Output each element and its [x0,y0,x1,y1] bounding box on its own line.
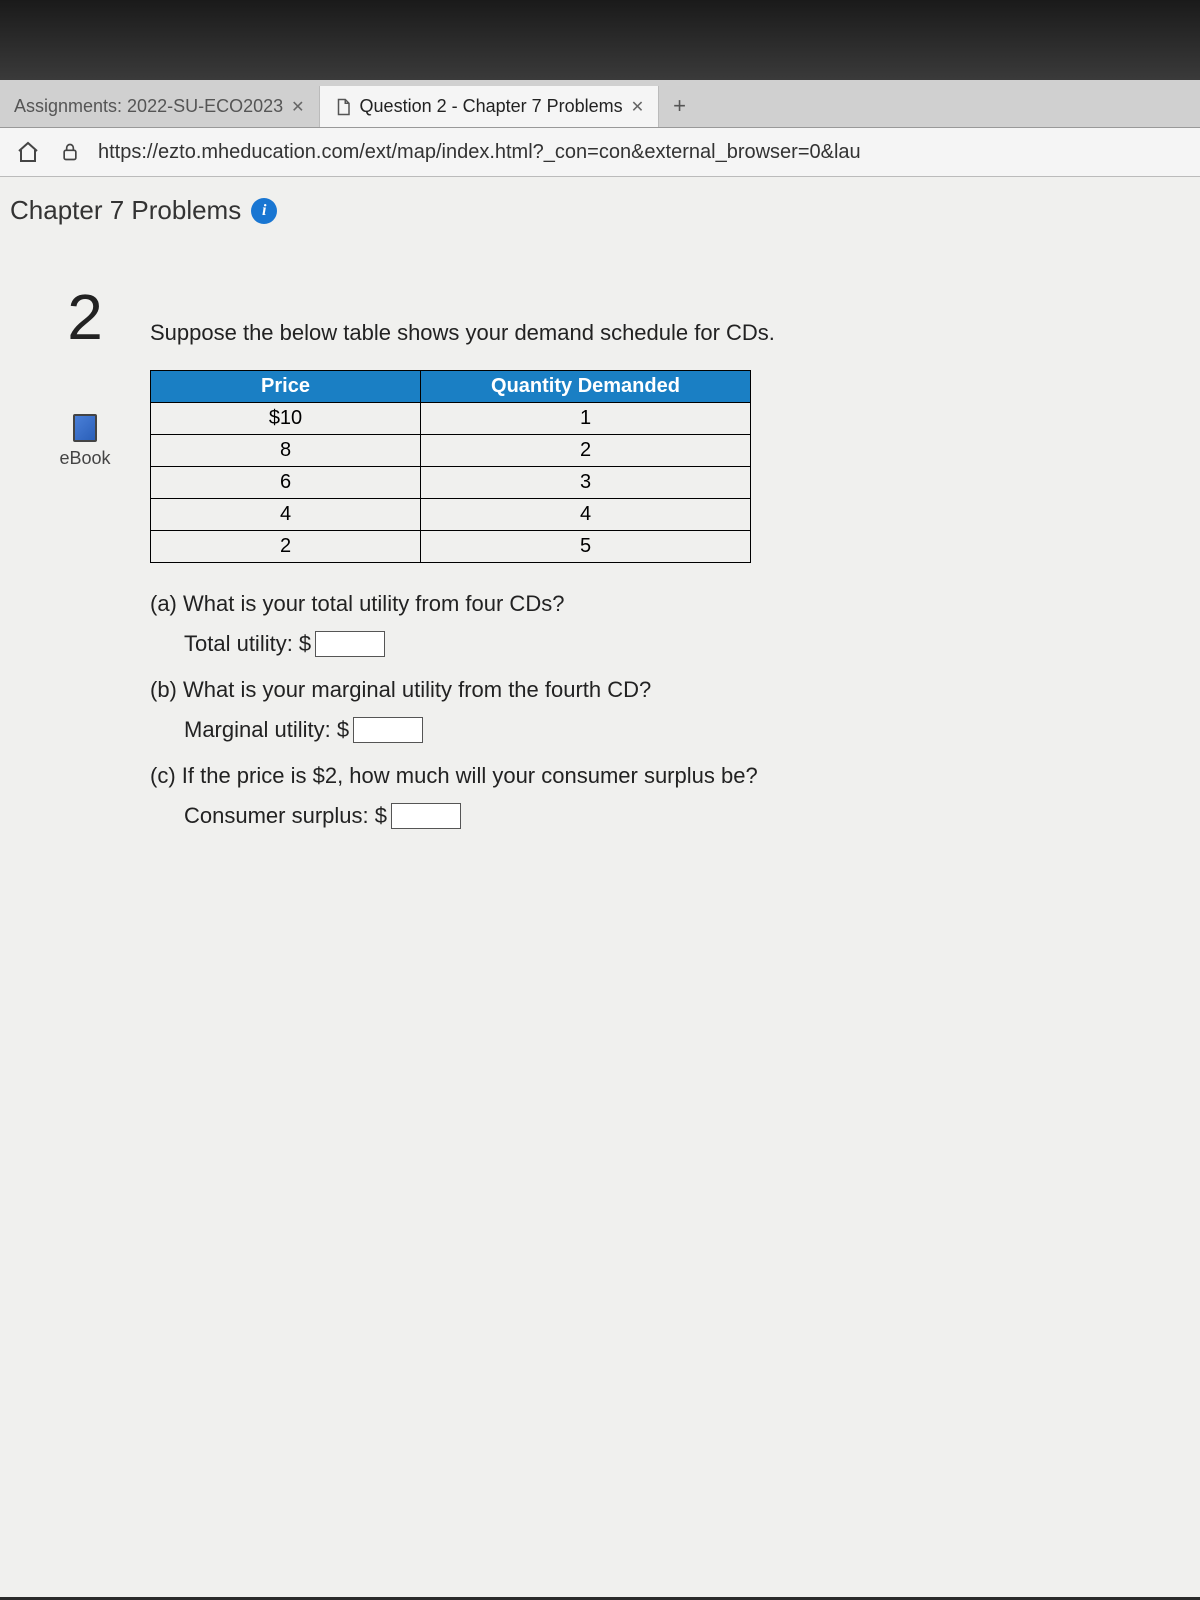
window-titlebar-area [0,0,1200,80]
table-row: 8 2 [151,435,751,467]
tab-label: Question 2 - Chapter 7 Problems [360,96,623,117]
close-icon[interactable]: ✕ [291,97,304,117]
table-row: 2 5 [151,531,751,563]
info-icon[interactable]: i [251,198,277,224]
question-number: 2 [20,270,150,414]
url-text[interactable]: https://ezto.mheducation.com/ext/map/ind… [98,141,861,164]
answer-b-label: Marginal utility: $ [184,717,349,743]
page-title: Chapter 7 Problems [10,195,241,226]
plus-icon: + [673,93,686,118]
table-row: 4 4 [151,499,751,531]
table-row: $10 1 [151,403,751,435]
ebook-icon [73,414,97,442]
home-icon[interactable] [14,138,42,166]
tab-label: Assignments: 2022-SU-ECO2023 [14,96,283,117]
question-container: 2 eBook Suppose the below table shows yo… [0,250,1200,849]
demand-schedule-table: Price Quantity Demanded $10 1 8 2 6 [150,370,751,563]
tab-assignments[interactable]: Assignments: 2022-SU-ECO2023 ✕ [0,86,320,127]
table-row: 6 3 [151,467,751,499]
answer-a-label: Total utility: $ [184,631,311,657]
table-header-row: Price Quantity Demanded [151,371,751,403]
page-content: Chapter 7 Problems i 2 eBook Suppose the… [0,177,1200,1597]
address-bar: https://ezto.mheducation.com/ext/map/ind… [0,128,1200,177]
question-b: (b) What is your marginal utility from t… [150,677,1200,703]
answer-a: Total utility: $ [184,631,1200,657]
question-body: Suppose the below table shows your deman… [150,270,1200,849]
assignment-header: Chapter 7 Problems i [0,177,1200,250]
browser-chrome: Assignments: 2022-SU-ECO2023 ✕ Question … [0,80,1200,177]
consumer-surplus-input[interactable] [391,803,461,829]
question-c: (c) If the price is $2, how much will yo… [150,763,1200,789]
page-icon [334,98,352,116]
question-a: (a) What is your total utility from four… [150,591,1200,617]
total-utility-input[interactable] [315,631,385,657]
col-quantity: Quantity Demanded [421,371,751,403]
marginal-utility-input[interactable] [353,717,423,743]
ebook-link[interactable]: eBook [20,414,150,469]
ebook-label: eBook [59,448,110,469]
col-price: Price [151,371,421,403]
answer-c-label: Consumer surplus: $ [184,803,387,829]
question-prompt: Suppose the below table shows your deman… [150,320,1200,346]
lock-icon[interactable] [56,138,84,166]
close-icon[interactable]: ✕ [631,97,644,117]
tab-question[interactable]: Question 2 - Chapter 7 Problems ✕ [320,86,660,127]
answer-b: Marginal utility: $ [184,717,1200,743]
new-tab-button[interactable]: + [659,85,700,127]
question-sidebar: 2 eBook [20,270,150,469]
tab-strip: Assignments: 2022-SU-ECO2023 ✕ Question … [0,80,1200,128]
answer-c: Consumer surplus: $ [184,803,1200,829]
